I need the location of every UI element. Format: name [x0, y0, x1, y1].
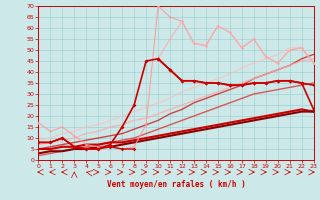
X-axis label: Vent moyen/en rafales ( km/h ): Vent moyen/en rafales ( km/h ) — [107, 180, 245, 189]
